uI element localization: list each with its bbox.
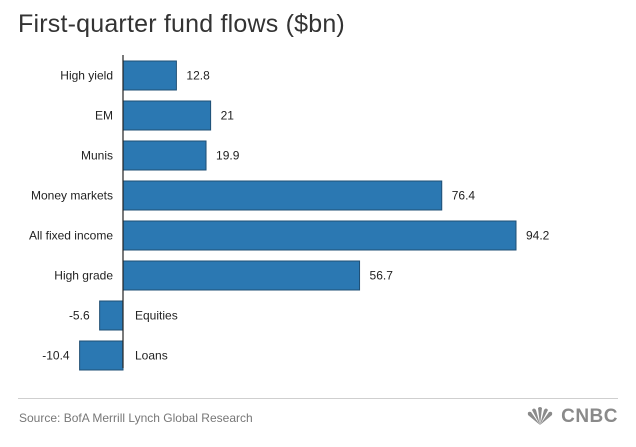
value-label: 76.4 (452, 189, 476, 203)
footer-divider (18, 398, 618, 399)
category-label: All fixed income (29, 229, 113, 243)
value-label: 19.9 (216, 149, 240, 163)
logo-text: CNBC (561, 406, 618, 427)
category-label: EM (95, 109, 113, 123)
bar (122, 140, 207, 171)
category-label: Money markets (31, 189, 113, 203)
value-label: 56.7 (370, 269, 394, 283)
category-label: Munis (81, 149, 113, 163)
bar (122, 260, 361, 291)
source-note: Source: BofA Merrill Lynch Global Resear… (19, 411, 253, 425)
category-label: Equities (135, 309, 178, 323)
bar (79, 340, 124, 371)
cnbc-logo: CNBC (525, 405, 618, 429)
value-label: -5.6 (69, 309, 90, 323)
value-label: 94.2 (526, 229, 550, 243)
bar (122, 220, 517, 251)
bar (122, 100, 212, 131)
bar (122, 180, 443, 211)
category-label: High grade (54, 269, 113, 283)
category-label: Loans (135, 349, 168, 363)
peacock-icon (527, 407, 553, 425)
value-label: -10.4 (42, 349, 70, 363)
value-label: 12.8 (186, 69, 210, 83)
bar (122, 60, 177, 91)
bar (99, 300, 124, 331)
value-label: 21 (221, 109, 235, 123)
category-label: High yield (60, 69, 113, 83)
chart-title: First-quarter fund flows ($bn) (18, 10, 345, 38)
